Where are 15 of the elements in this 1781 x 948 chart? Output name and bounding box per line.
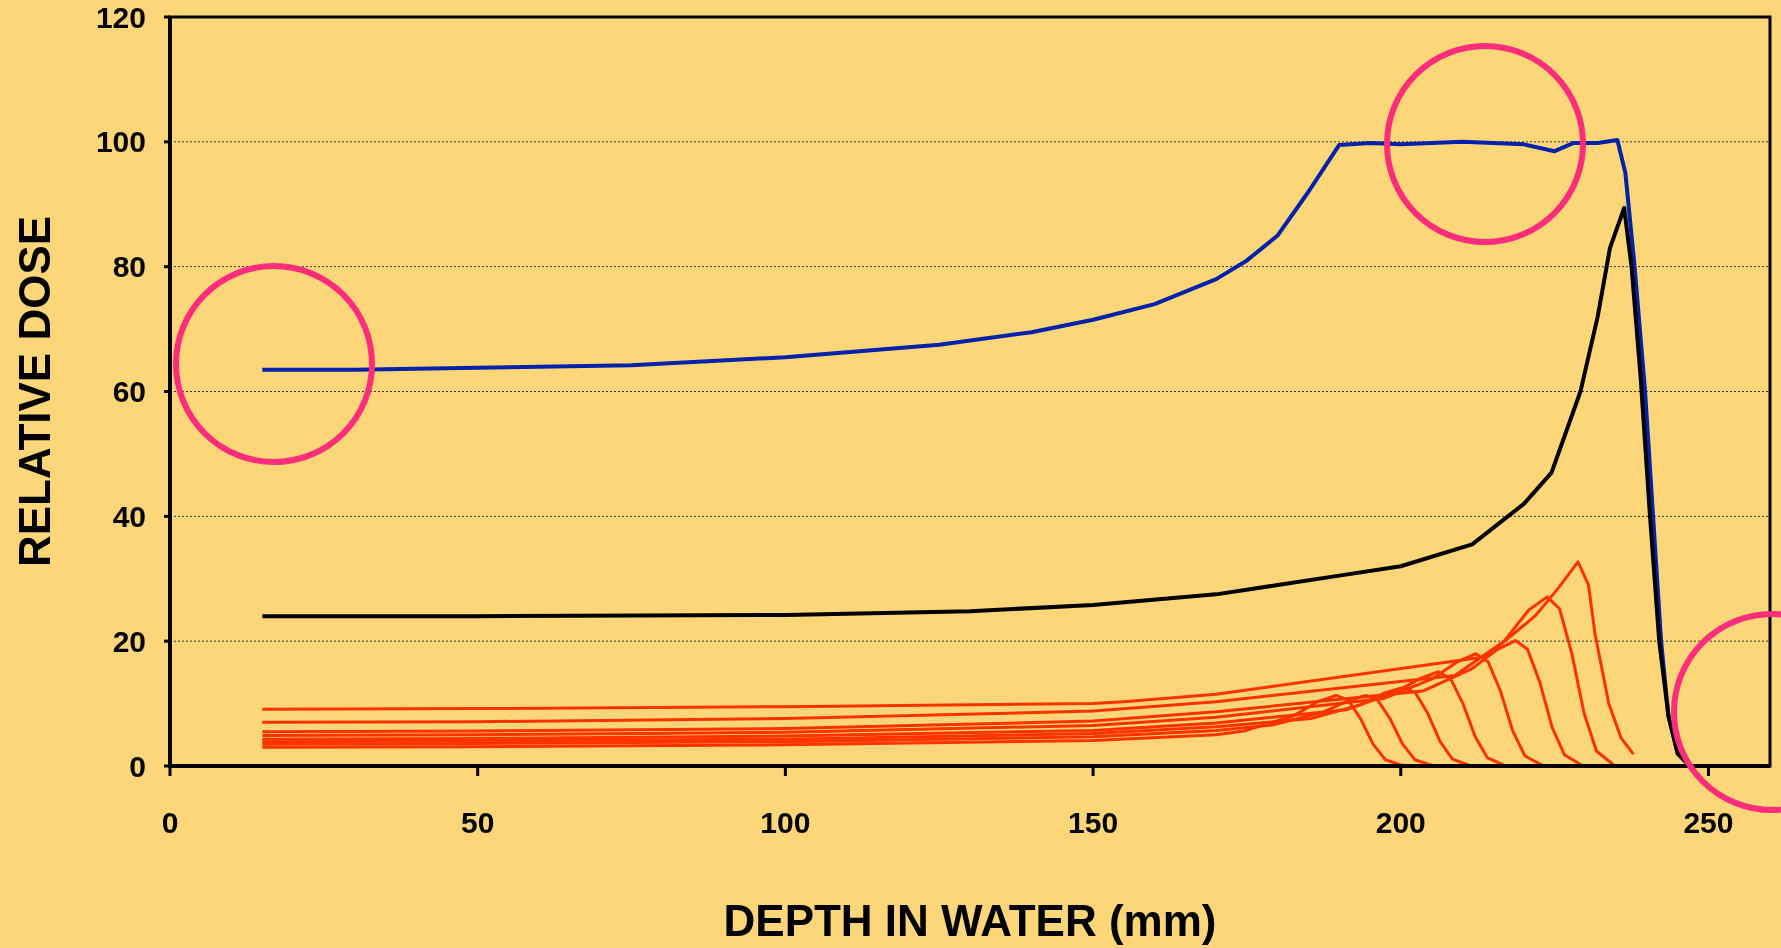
y-tick-label: 100 bbox=[95, 125, 146, 159]
x-tick-label: 200 bbox=[1375, 806, 1426, 840]
x-tick-label: 50 bbox=[461, 806, 495, 840]
x-tick-label: 100 bbox=[760, 806, 811, 840]
y-tick-label: 120 bbox=[95, 0, 146, 34]
y-tick-label: 0 bbox=[129, 749, 146, 783]
y-tick-label: 40 bbox=[112, 499, 146, 533]
y-tick-label: 20 bbox=[112, 624, 146, 658]
y-tick-label: 60 bbox=[112, 375, 146, 409]
x-tick-label: 0 bbox=[161, 806, 179, 840]
y-tick-label: 80 bbox=[112, 250, 146, 284]
x-axis-title: DEPTH IN WATER (mm) bbox=[723, 896, 1217, 945]
x-tick-label: 150 bbox=[1068, 806, 1119, 840]
y-axis-title: RELATIVE DOSE bbox=[9, 215, 59, 568]
x-tick-label: 250 bbox=[1683, 806, 1734, 840]
